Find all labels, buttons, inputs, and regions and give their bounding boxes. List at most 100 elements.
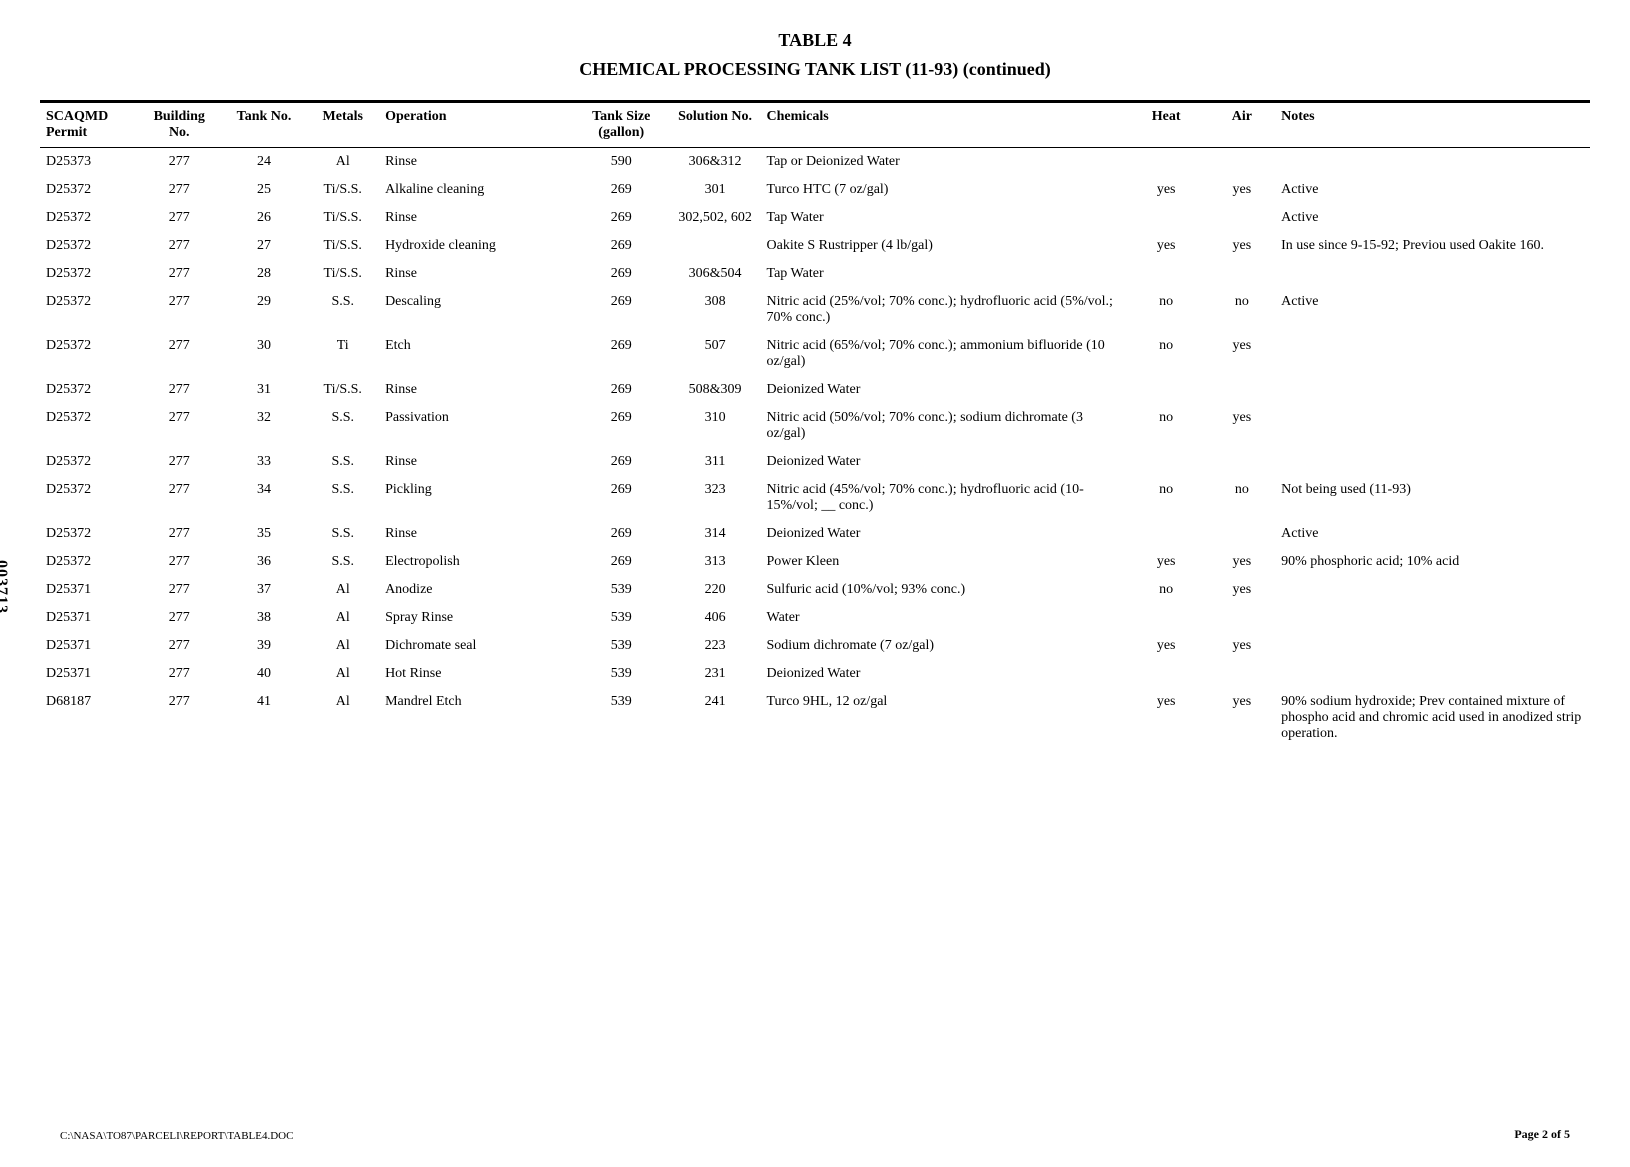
cell-operation: Mandrel Etch <box>379 688 573 748</box>
cell-size: 269 <box>573 548 670 576</box>
cell-tank: 33 <box>222 448 307 476</box>
tank-list-table: SCAQMD Permit Building No. Tank No. Meta… <box>40 100 1590 748</box>
cell-tank: 30 <box>222 332 307 376</box>
cell-heat <box>1124 520 1209 548</box>
cell-heat: yes <box>1124 632 1209 660</box>
cell-size: 269 <box>573 476 670 520</box>
cell-notes: Active <box>1275 520 1590 548</box>
cell-tank: 28 <box>222 260 307 288</box>
cell-building: 277 <box>137 260 222 288</box>
cell-chemicals: Sulfuric acid (10%/vol; 93% conc.) <box>761 576 1124 604</box>
cell-operation: Etch <box>379 332 573 376</box>
cell-chemicals: Tap Water <box>761 204 1124 232</box>
cell-solution: 223 <box>670 632 761 660</box>
cell-air: yes <box>1209 332 1276 376</box>
cell-metals: Al <box>306 632 379 660</box>
table-header-row: SCAQMD Permit Building No. Tank No. Meta… <box>40 102 1590 148</box>
cell-air: yes <box>1209 576 1276 604</box>
cell-tank: 34 <box>222 476 307 520</box>
table-row: D2537227730TiEtch269507Nitric acid (65%/… <box>40 332 1590 376</box>
cell-building: 277 <box>137 176 222 204</box>
cell-size: 539 <box>573 660 670 688</box>
cell-operation: Rinse <box>379 260 573 288</box>
table-row: D2537127737AlAnodize539220Sulfuric acid … <box>40 576 1590 604</box>
cell-air <box>1209 520 1276 548</box>
table-number: TABLE 4 <box>40 30 1590 51</box>
cell-permit: D25372 <box>40 548 137 576</box>
cell-operation: Dichromate seal <box>379 632 573 660</box>
col-solution: Solution No. <box>670 102 761 148</box>
cell-size: 269 <box>573 176 670 204</box>
cell-air: yes <box>1209 176 1276 204</box>
cell-building: 277 <box>137 404 222 448</box>
cell-tank: 31 <box>222 376 307 404</box>
cell-tank: 39 <box>222 632 307 660</box>
cell-chemicals: Power Kleen <box>761 548 1124 576</box>
table-row: D2537127739AlDichromate seal539223Sodium… <box>40 632 1590 660</box>
cell-heat <box>1124 148 1209 177</box>
col-tank: Tank No. <box>222 102 307 148</box>
cell-chemicals: Turco HTC (7 oz/gal) <box>761 176 1124 204</box>
cell-permit: D25372 <box>40 476 137 520</box>
cell-solution: 231 <box>670 660 761 688</box>
cell-chemicals: Nitric acid (50%/vol; 70% conc.); sodium… <box>761 404 1124 448</box>
col-metals: Metals <box>306 102 379 148</box>
cell-air <box>1209 260 1276 288</box>
cell-air: yes <box>1209 632 1276 660</box>
cell-chemicals: Deionized Water <box>761 660 1124 688</box>
cell-solution: 313 <box>670 548 761 576</box>
cell-tank: 25 <box>222 176 307 204</box>
cell-heat <box>1124 448 1209 476</box>
cell-solution: 302,502, 602 <box>670 204 761 232</box>
cell-metals: Al <box>306 660 379 688</box>
table-row: D2537227725Ti/S.S.Alkaline cleaning26930… <box>40 176 1590 204</box>
cell-metals: Ti/S.S. <box>306 204 379 232</box>
col-heat: Heat <box>1124 102 1209 148</box>
col-operation: Operation <box>379 102 573 148</box>
cell-notes: In use since 9-15-92; Previou used Oakit… <box>1275 232 1590 260</box>
cell-operation: Rinse <box>379 204 573 232</box>
cell-chemicals: Nitric acid (25%/vol; 70% conc.); hydrof… <box>761 288 1124 332</box>
cell-building: 277 <box>137 660 222 688</box>
cell-size: 539 <box>573 604 670 632</box>
cell-air <box>1209 148 1276 177</box>
cell-heat: yes <box>1124 548 1209 576</box>
table-row: D2537127738AlSpray Rinse539406Water <box>40 604 1590 632</box>
cell-metals: S.S. <box>306 476 379 520</box>
cell-chemicals: Nitric acid (65%/vol; 70% conc.); ammoni… <box>761 332 1124 376</box>
cell-tank: 29 <box>222 288 307 332</box>
cell-air <box>1209 660 1276 688</box>
cell-building: 277 <box>137 332 222 376</box>
cell-solution: 323 <box>670 476 761 520</box>
cell-notes <box>1275 404 1590 448</box>
cell-heat: no <box>1124 576 1209 604</box>
cell-operation: Spray Rinse <box>379 604 573 632</box>
cell-heat <box>1124 260 1209 288</box>
cell-permit: D25373 <box>40 148 137 177</box>
cell-metals: S.S. <box>306 548 379 576</box>
cell-solution: 314 <box>670 520 761 548</box>
cell-notes <box>1275 148 1590 177</box>
cell-tank: 38 <box>222 604 307 632</box>
cell-notes: Active <box>1275 176 1590 204</box>
cell-permit: D25372 <box>40 448 137 476</box>
cell-operation: Rinse <box>379 520 573 548</box>
cell-building: 277 <box>137 476 222 520</box>
table-row: D2537227726Ti/S.S.Rinse269302,502, 602Ta… <box>40 204 1590 232</box>
cell-metals: Ti/S.S. <box>306 260 379 288</box>
cell-size: 269 <box>573 520 670 548</box>
cell-metals: Ti/S.S. <box>306 232 379 260</box>
cell-chemicals: Deionized Water <box>761 448 1124 476</box>
cell-air: no <box>1209 476 1276 520</box>
cell-building: 277 <box>137 204 222 232</box>
cell-permit: D25372 <box>40 232 137 260</box>
page-side-number: 003713 <box>0 560 10 614</box>
cell-air <box>1209 376 1276 404</box>
cell-notes: Active <box>1275 204 1590 232</box>
cell-heat <box>1124 376 1209 404</box>
cell-heat: no <box>1124 288 1209 332</box>
cell-heat: yes <box>1124 688 1209 748</box>
cell-heat: no <box>1124 332 1209 376</box>
cell-notes <box>1275 632 1590 660</box>
cell-solution: 310 <box>670 404 761 448</box>
